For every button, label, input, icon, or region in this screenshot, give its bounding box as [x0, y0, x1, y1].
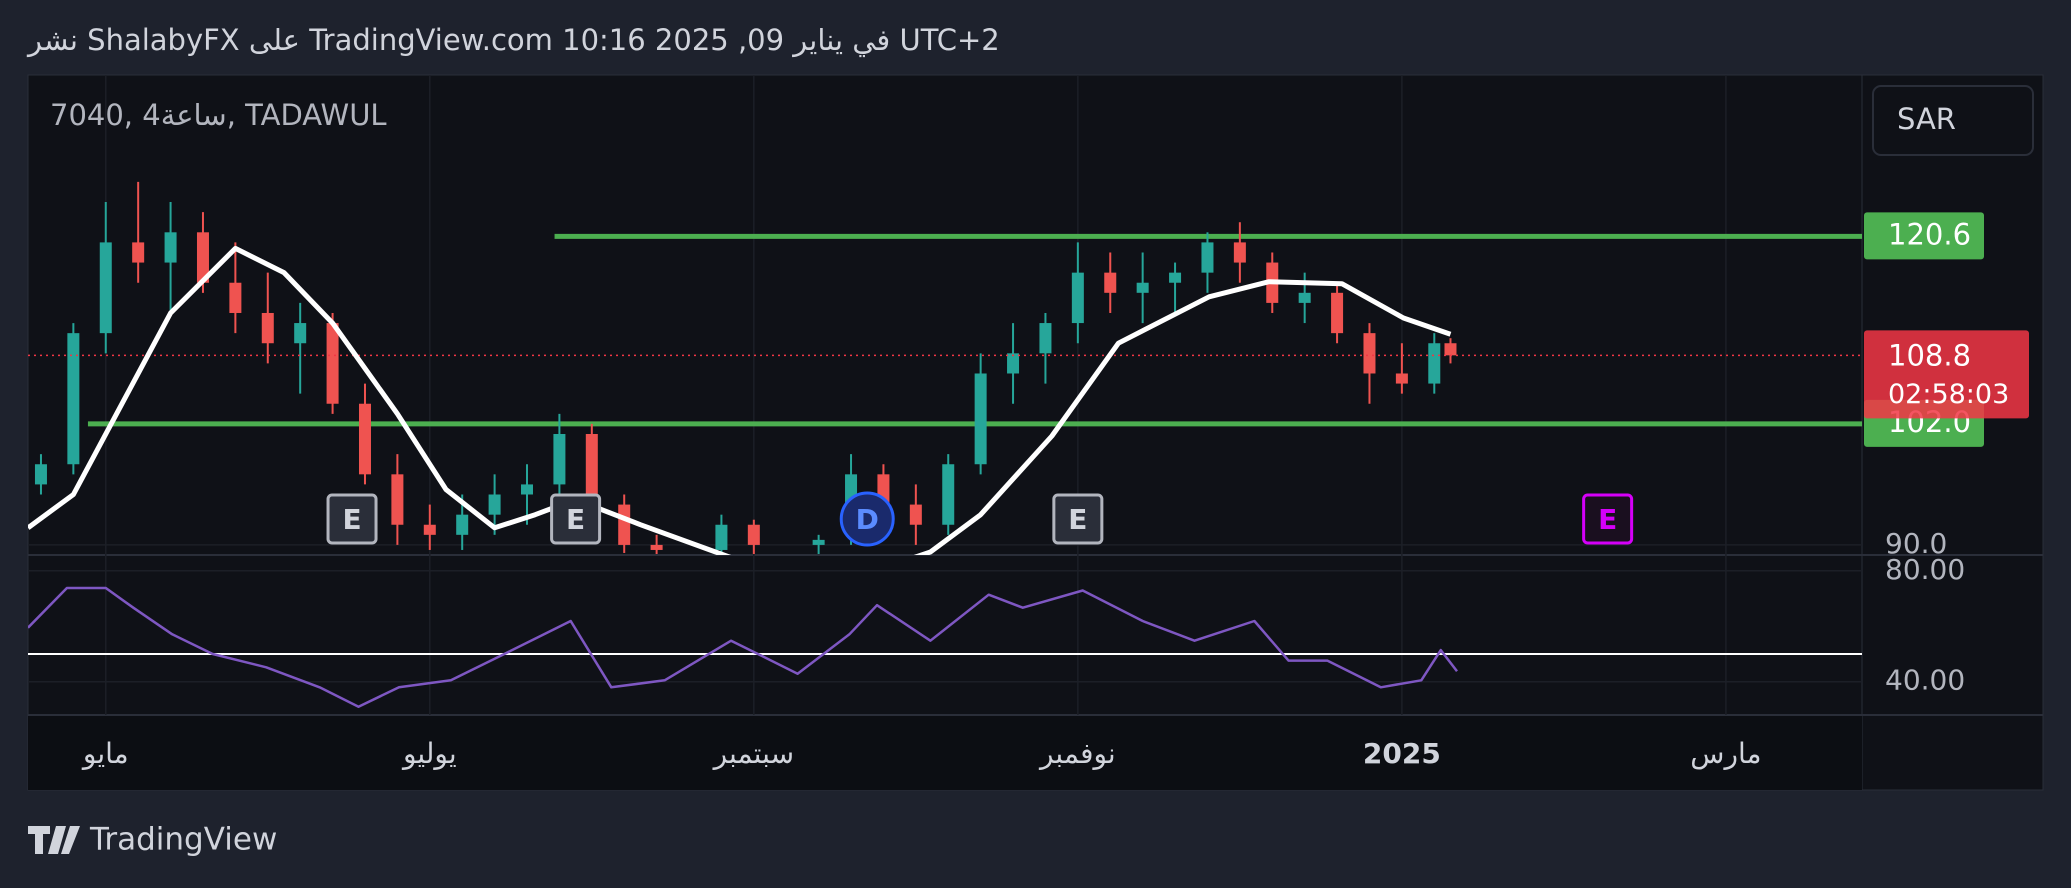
event-label: E: [342, 503, 361, 536]
currency-button[interactable]: [1872, 85, 2034, 156]
candle-body: [521, 484, 534, 495]
candle-body: [67, 333, 80, 465]
rsi-pane: [28, 586, 1862, 708]
candle-body: [1071, 272, 1084, 324]
candle-body: [1169, 272, 1182, 283]
y-tick-label: 40.00: [1885, 664, 1965, 697]
logo: [28, 826, 80, 854]
overlays: 90.0 مايو يوليو سبتمبر نوفمبر 2025 مارس 120.6 10…: [81, 212, 2029, 770]
candle-body: [650, 544, 663, 550]
candle-body: [1395, 373, 1408, 384]
candle-body: [99, 242, 112, 334]
candle-body: [553, 433, 566, 485]
candle-body: [618, 504, 631, 545]
candle-body: [1201, 242, 1214, 273]
candle-body: [1233, 242, 1246, 263]
candle-body: [34, 464, 47, 485]
candle-body: [1136, 282, 1149, 293]
y-tick-label: 80.00: [1885, 553, 1965, 586]
price-pane: [28, 181, 1862, 555]
event-marker[interactable]: [1582, 493, 1634, 545]
candle-body: [294, 323, 307, 344]
x-tick-label: مايو: [81, 737, 129, 770]
event-marker[interactable]: [839, 491, 895, 547]
candle-body: [1298, 292, 1311, 303]
event-label: E: [1598, 503, 1617, 536]
candle-body: [358, 403, 371, 475]
candle-body: [1444, 343, 1457, 356]
time-axis: [28, 716, 1862, 790]
countdown-label: 02:58:03: [1888, 379, 2009, 410]
candle-body: [391, 474, 404, 525]
candle-body: [196, 232, 209, 283]
last-price-tag: [1864, 330, 2029, 419]
candle-body: [229, 282, 242, 313]
event-marker[interactable]: [1052, 493, 1104, 545]
symbol-label: 7040, 4ساعة, TADAWUL: [50, 98, 387, 132]
moving-average-line: [28, 245, 1452, 555]
level-price-tag: [1864, 212, 1984, 260]
x-tick-label: يوليو: [401, 737, 457, 770]
currency-label: SAR: [1897, 102, 1956, 136]
header-title: نشر ShalabyFX على TradingView.com 10:16 …: [26, 23, 1000, 58]
candle-body: [1428, 343, 1441, 384]
level-price-label: 120.6: [1888, 217, 1971, 251]
candle-body: [747, 524, 760, 545]
logo-icon: [28, 826, 80, 854]
last-price-label: 108.8: [1888, 338, 1971, 372]
y-tick-label: 90.0: [1885, 527, 1947, 560]
candle-body: [812, 539, 825, 545]
candle-body: [585, 433, 598, 505]
candle-body: [715, 524, 728, 550]
candle-body: [132, 242, 145, 263]
chart-panel: [27, 74, 2044, 791]
candle-body: [1331, 292, 1344, 334]
event-marker[interactable]: [550, 493, 602, 545]
x-tick-label: نوفمبر: [1038, 737, 1116, 770]
x-tick-label: 2025: [1363, 737, 1441, 770]
x-tick-label: مارس: [1690, 737, 1761, 770]
candle-body: [1104, 272, 1117, 293]
candle-body: [1039, 323, 1052, 354]
event-label: E: [566, 503, 585, 536]
event-marker[interactable]: [326, 493, 378, 545]
rsi-line: [28, 586, 1458, 708]
candle-body: [261, 312, 274, 344]
candle-body: [942, 464, 955, 525]
candle-body: [1007, 353, 1020, 374]
x-tick-label: سبتمبر: [712, 737, 794, 770]
candle-body: [456, 514, 469, 535]
event-label: E: [1068, 503, 1087, 536]
candle-body: [1363, 333, 1376, 374]
candle-body: [423, 524, 436, 535]
candle-body: [974, 373, 987, 465]
candle-body: [326, 323, 339, 404]
brand: TradingView: [89, 822, 277, 858]
candle-body: [488, 494, 501, 515]
candle-body: [909, 504, 922, 525]
candle-body: [164, 232, 177, 263]
event-label: D: [856, 503, 879, 536]
